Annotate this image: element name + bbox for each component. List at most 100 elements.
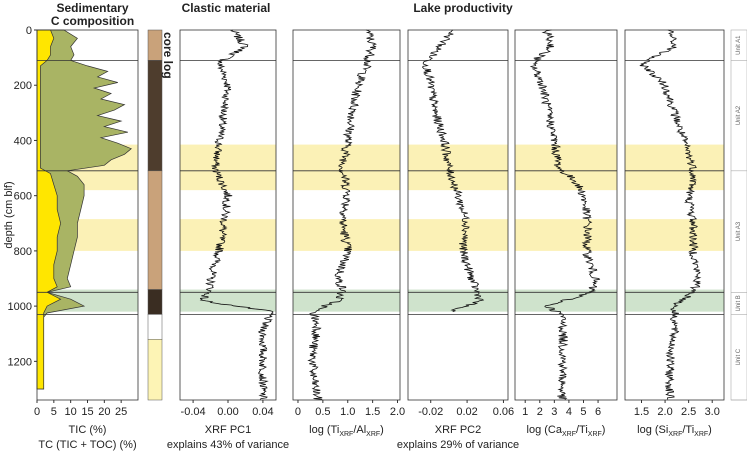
series-line-tial — [307, 29, 377, 400]
frame-siti — [624, 29, 725, 401]
x-tick-label: 1.5 — [365, 406, 380, 418]
x-tick-label: 5 — [580, 406, 586, 418]
y-tick-label: 800 — [14, 246, 32, 258]
x-tick-label: 0.04 — [252, 406, 273, 418]
x-tick-label: 1 — [522, 406, 528, 418]
frame-pc1 — [179, 29, 277, 401]
title-carbon-line-0: Sedimentary — [56, 1, 128, 15]
subscript: XRF — [694, 431, 708, 438]
band-2-tial — [293, 289, 400, 312]
frame-pc2 — [407, 29, 509, 401]
x-tick-label: 0.5 — [315, 406, 330, 418]
core-log-segment-5 — [147, 339, 163, 401]
x-axis-label2-carbon: TC (TIC + TOC) (%) — [38, 439, 136, 451]
x-tick-label: 3 — [551, 406, 557, 418]
band-2-pc1 — [180, 289, 276, 312]
label-part: log (Si — [637, 424, 668, 436]
band-1-siti — [625, 219, 724, 251]
series-line-pc1 — [199, 29, 275, 400]
x-tick-label: 2 — [537, 406, 543, 418]
core-log-segment-1 — [147, 60, 163, 172]
x-tick-label: 0 — [295, 406, 301, 418]
band-2-cati — [515, 289, 617, 312]
x-tick-label: -0.02 — [418, 406, 443, 418]
x-tick-label: 1.0 — [340, 406, 355, 418]
y-tick-label: 400 — [14, 135, 32, 147]
y-tick-label: 0 — [26, 25, 32, 37]
frame-cati — [514, 29, 618, 401]
band-0-cati — [515, 144, 617, 191]
band-1-pc2 — [408, 219, 508, 251]
band-1-tial — [293, 219, 400, 251]
x-axis-label-pc2: XRF PC2 — [435, 424, 481, 436]
core-log-segment-3 — [147, 289, 163, 315]
label-part: log (Ti — [309, 424, 339, 436]
x-axis-label-cati: log (CaXRF/TiXRF) — [527, 424, 606, 438]
label-part: ) — [380, 424, 384, 436]
band-0-pc1 — [180, 144, 276, 191]
x-axis-label-pc1: XRF PC1 — [205, 424, 251, 436]
title-clastic-material: Clastic material — [182, 1, 271, 15]
band-1-cati — [515, 219, 617, 251]
x-tick-label: 0 — [34, 406, 40, 418]
y-tick-label: 1000 — [8, 301, 32, 313]
label-part: ) — [602, 424, 606, 436]
subscript: XRF — [366, 431, 380, 438]
x-axis-label-tial: log (TiXRF/AlXRF) — [309, 424, 384, 438]
series-line-siti — [639, 29, 702, 400]
label-part: ) — [708, 424, 712, 436]
x-tick-label: 20 — [98, 406, 110, 418]
x-tick-label: 2.0 — [657, 406, 672, 418]
series-line-cati — [529, 29, 601, 400]
x-tick-label: 5 — [51, 406, 57, 418]
x-axis-label-carbon: TIC (%) — [69, 424, 107, 436]
label-part: log (Ca — [527, 424, 563, 436]
y-tick-label: 200 — [14, 80, 32, 92]
title-carbon-line-1: C composition — [51, 14, 134, 28]
unit-label-1: Unit A2 — [736, 105, 742, 125]
band-2-siti — [625, 289, 724, 312]
unit-column — [730, 29, 747, 401]
core-log-segment-4 — [147, 314, 163, 340]
band-0-siti — [625, 144, 724, 191]
subscript: XRF — [339, 431, 353, 438]
x-axis-label-siti: log (SiXRF/TiXRF) — [637, 424, 712, 438]
x-tick-label: 3.0 — [705, 406, 720, 418]
frame-tial — [292, 29, 401, 401]
x-tick-label: 0.06 — [493, 406, 514, 418]
y-tick-label: 600 — [14, 191, 32, 203]
x-tick-label: 10 — [65, 406, 77, 418]
x-tick-label: 0.02 — [456, 406, 477, 418]
band-2-pc2 — [408, 289, 508, 312]
x-tick-label: 15 — [81, 406, 93, 418]
subscript: XRF — [668, 431, 682, 438]
x-axis-label2-pc1: explains 43% of variance — [167, 439, 289, 451]
x-tick-label: 0.00 — [217, 406, 238, 418]
label-part: /Al — [353, 424, 366, 436]
y-tick-label: 1200 — [8, 356, 32, 368]
x-tick-label: -0.04 — [181, 406, 206, 418]
x-axis-label2-pc2: explains 29% of variance — [397, 439, 519, 451]
band-0-pc2 — [408, 144, 508, 191]
x-tick-label: 25 — [115, 406, 127, 418]
core-log-segment-2 — [147, 170, 163, 290]
axis-layer: Clastic material Lake productivity depth… — [3, 1, 747, 451]
label-part: /Ti — [576, 424, 588, 436]
unit-label-4: Unit C — [736, 348, 742, 365]
x-tick-label: 2.5 — [681, 406, 696, 418]
unit-label-2: Unit A3 — [736, 221, 742, 241]
core-log-label: core log — [161, 32, 175, 79]
x-tick-label: 1.5 — [634, 406, 649, 418]
band-1-pc1 — [180, 219, 276, 251]
unit-label-3: Unit B — [736, 295, 742, 311]
subscript: XRF — [562, 431, 576, 438]
plot-layer — [36, 29, 724, 401]
y-axis-label: depth (cm blf) — [3, 181, 15, 248]
unit-label-0: Unit A1 — [736, 35, 742, 55]
x-tick-label: 2.0 — [390, 406, 405, 418]
title-lake-productivity: Lake productivity — [413, 1, 513, 15]
label-part: /Ti — [682, 424, 694, 436]
subscript: XRF — [588, 431, 602, 438]
x-tick-label: 6 — [595, 406, 601, 418]
x-tick-label: 4 — [566, 406, 572, 418]
